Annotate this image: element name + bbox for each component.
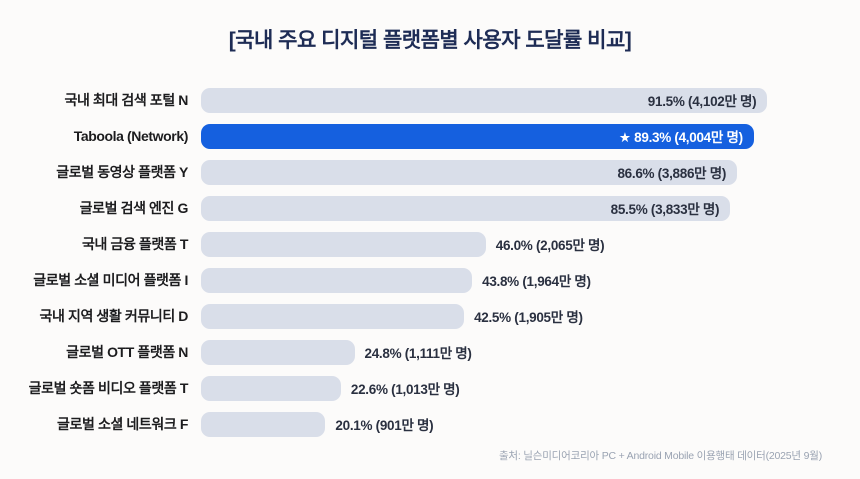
bar-row: Taboola (Network) ★ 89.3% (4,004만 명) (18, 118, 820, 154)
bar-value-label: 42.5% (1,905만 명) (474, 310, 583, 325)
bar (201, 87, 768, 113)
bar-value-label: 24.8% (1,111만 명) (364, 346, 472, 361)
bar-value-label: 86.6% (3,886만 명) (617, 166, 727, 181)
bar-row: 글로벌 OTT 플랫폼 N 24.8% (1,111만 명) (18, 334, 820, 370)
bar-track: 24.8% (1,111만 명) (201, 339, 820, 365)
bar-track: 42.5% (1,905만 명) (201, 303, 820, 329)
bar-row: 글로벌 소셜 미디어 플랫폼 I 43.8% (1,964만 명) (18, 262, 820, 298)
bar (201, 303, 465, 329)
bar-row: 글로벌 검색 엔진 G 85.5% (3,833만 명) (18, 190, 820, 226)
bar-row: 국내 지역 생활 커뮤니티 D 42.5% (1,905만 명) (18, 298, 820, 334)
bar-value-label: 46.0% (2,065만 명) (495, 238, 605, 253)
bar (201, 231, 486, 257)
bar-category-label: 글로벌 OTT 플랫폼 N (66, 344, 188, 360)
bar-value-label: 20.1% (901만 명) (335, 418, 434, 433)
bar-row: 국내 최대 검색 포털 N 91.5% (4,102만 명) (18, 82, 820, 118)
bar-track: 46.0% (2,065만 명) (201, 231, 820, 257)
bar-category-label: Taboola (Network) (73, 128, 189, 144)
bar (201, 267, 473, 293)
bar (201, 195, 731, 221)
bar-category-label: 글로벌 숏폼 비디오 플랫폼 T (28, 380, 189, 396)
bar-category-label: 글로벌 소셜 미디어 플랫폼 I (33, 272, 188, 288)
bar-value-label: 91.5% (4,102만 명) (647, 94, 757, 109)
bar-track: ★ 89.3% (4,004만 명) (201, 123, 820, 149)
bar-track: 43.8% (1,964만 명) (201, 267, 820, 293)
bar-value-label: ★ 89.3% (4,004만 명) (618, 130, 743, 145)
bar-category-label: 국내 금융 플랫폼 T (82, 236, 188, 252)
chart-title: [국내 주요 디지털 플랫폼별 사용자 도달률 비교] (228, 29, 632, 52)
bar-category-label: 글로벌 검색 엔진 G (79, 200, 189, 216)
bar (201, 411, 326, 437)
bar-value-label: 85.5% (3,833만 명) (610, 202, 720, 217)
bar-category-label: 국내 최대 검색 포털 N (64, 92, 188, 108)
bar (201, 159, 738, 185)
bar-track: 85.5% (3,833만 명) (201, 195, 820, 221)
bar-row: 글로벌 소셜 네트워크 F 20.1% (901만 명) (18, 406, 820, 442)
bar-rows: 국내 최대 검색 포털 N 91.5% (4,102만 명) Taboola (Ne… (18, 82, 820, 442)
bar-track: 91.5% (4,102만 명) (201, 87, 820, 113)
bar-value-label: 22.6% (1,013만 명) (350, 382, 460, 397)
bar-track: 86.6% (3,886만 명) (201, 159, 820, 185)
bar (201, 375, 341, 401)
bar-category-label: 국내 지역 생활 커뮤니티 D (39, 308, 189, 324)
bar-track: 20.1% (901만 명) (201, 411, 820, 437)
source-note: 출처: 닐슨미디어코리아 PC + Android Mobile 이용행태 데이… (498, 450, 822, 462)
bar-track: 22.6% (1,013만 명) (201, 375, 820, 401)
bar-value-label: 43.8% (1,964만 명) (482, 274, 591, 289)
bar (201, 123, 754, 149)
bar-row: 글로벌 숏폼 비디오 플랫폼 T 22.6% (1,013만 명) (18, 370, 820, 406)
bar (201, 339, 355, 365)
bar-row: 글로벌 동영상 플랫폼 Y 86.6% (3,886만 명) (18, 154, 820, 190)
bar-category-label: 글로벌 동영상 플랫폼 Y (56, 164, 188, 180)
bar-category-label: 글로벌 소셜 네트워크 F (57, 416, 188, 432)
bar-row: 국내 금융 플랫폼 T 46.0% (2,065만 명) (18, 226, 820, 262)
